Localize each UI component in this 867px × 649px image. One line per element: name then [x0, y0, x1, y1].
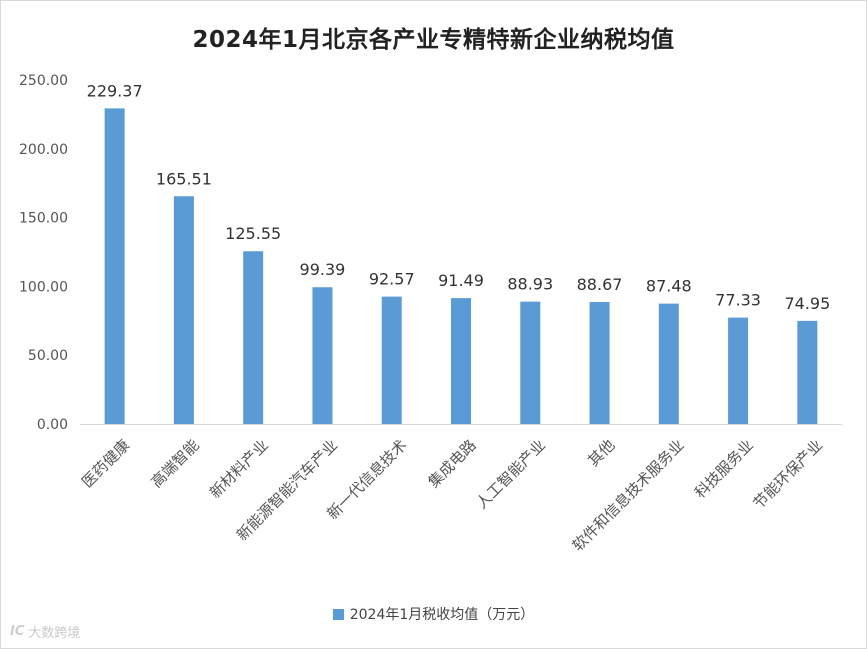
- bar: [312, 287, 333, 424]
- y-axis-ticks: 0.00 50.00 100.00 150.00 200.00 250.00: [19, 73, 68, 433]
- bar: [381, 296, 402, 424]
- y-tick-label: 100.00: [19, 279, 68, 295]
- data-label: 77.33: [715, 291, 761, 310]
- y-tick-label: 0.00: [37, 417, 68, 433]
- x-tick-label: 新材料产业: [206, 436, 272, 502]
- data-label: 92.57: [369, 270, 415, 289]
- watermark-text: 大数跨境: [28, 626, 81, 641]
- bars: [104, 108, 818, 425]
- bar: [589, 301, 610, 424]
- y-tick-label: 150.00: [19, 211, 68, 227]
- data-label: 165.51: [156, 169, 212, 188]
- data-label: 125.55: [225, 224, 281, 243]
- data-label: 88.93: [507, 275, 553, 294]
- x-tick-label: 医药健康: [78, 436, 133, 491]
- x-tick-labels: 医药健康 高端智能 新材料产业新能源智能汽车产业新一代信息技术 集成电路人工智能产业其…: [78, 436, 826, 555]
- data-label: 88.67: [577, 275, 623, 294]
- x-tick-label: 人工智能产业: [473, 436, 549, 512]
- bar: [451, 298, 471, 424]
- x-tick-label: 其他: [584, 436, 618, 470]
- x-tick-label: 集成电路: [425, 436, 480, 491]
- bar: [728, 317, 749, 424]
- legend-label: 2024年1月税收均值（万元）: [349, 607, 535, 623]
- legend: 2024年1月税收均值（万元）: [0, 604, 867, 624]
- bar: [173, 196, 194, 424]
- y-tick-label: 250.00: [19, 73, 68, 89]
- data-labels: 229.37 165.51 125.55 99.39 92.57 91.49 88.93 88…: [87, 81, 831, 312]
- bar: [520, 301, 541, 424]
- legend-swatch: [332, 608, 344, 620]
- x-tick-label: 节能环保产业: [750, 436, 826, 512]
- watermark: IC 大数跨境: [10, 622, 80, 641]
- data-label: 91.49: [438, 271, 484, 290]
- plot-area: 0.00 50.00 100.00 150.00 200.00 250.00 229.37…: [19, 73, 842, 555]
- x-tick-label: 高端智能: [147, 436, 202, 491]
- bar: [104, 108, 125, 425]
- y-tick-label: 50.00: [28, 348, 68, 364]
- watermark-logo-icon: IC: [10, 624, 25, 639]
- chart-title: 2024年1月北京各产业专精特新企业纳税均值: [192, 27, 675, 53]
- y-tick-label: 200.00: [19, 142, 68, 158]
- bar: [797, 320, 818, 424]
- bar: [658, 303, 679, 424]
- data-label: 99.39: [300, 260, 346, 279]
- data-label: 87.48: [646, 277, 692, 296]
- data-label: 74.95: [784, 294, 830, 313]
- data-label: 229.37: [87, 81, 143, 100]
- x-tick-label: 科技服务业: [691, 436, 757, 502]
- bar: [243, 251, 264, 424]
